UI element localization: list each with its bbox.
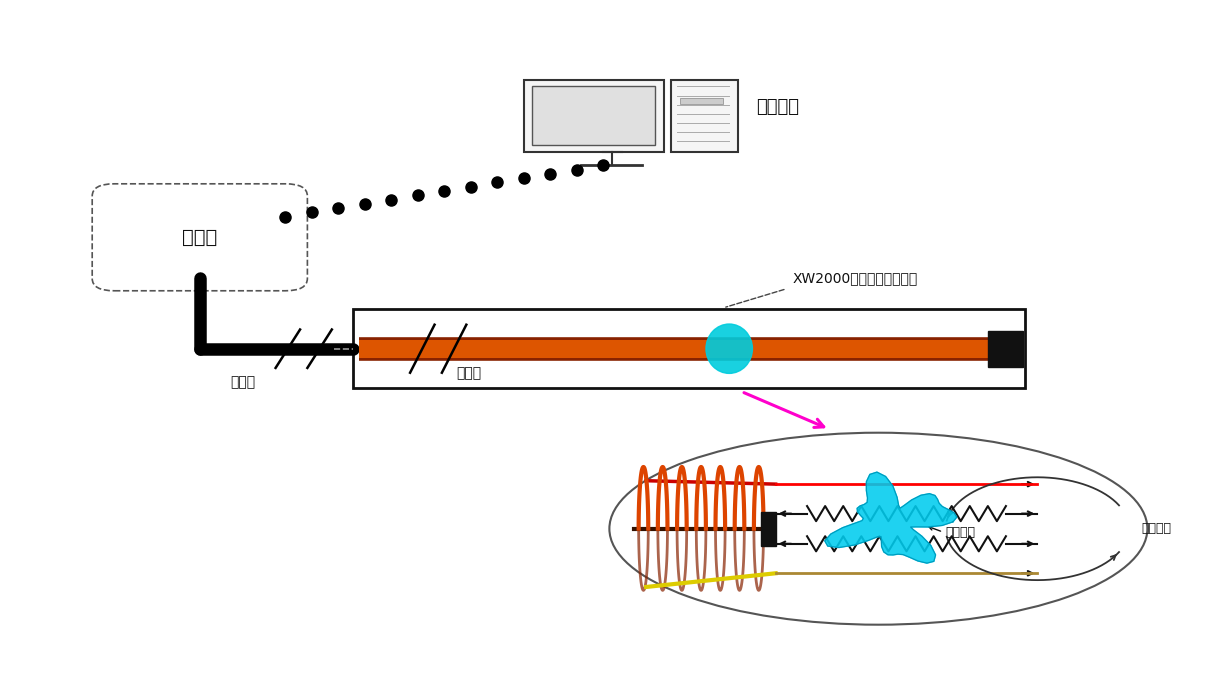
Bar bbox=[988, 331, 1023, 366]
Text: 控制器: 控制器 bbox=[182, 228, 218, 247]
FancyBboxPatch shape bbox=[92, 184, 308, 291]
FancyBboxPatch shape bbox=[352, 310, 1025, 388]
FancyBboxPatch shape bbox=[681, 98, 723, 103]
Text: 两个回路: 两个回路 bbox=[1141, 522, 1171, 535]
Bar bbox=[761, 511, 776, 546]
Text: 引出线: 引出线 bbox=[230, 375, 255, 389]
Text: 酸碱液体: 酸碱液体 bbox=[945, 525, 976, 539]
Text: 感应线: 感应线 bbox=[457, 366, 481, 380]
Text: XW2000感应线遇酸碱液体: XW2000感应线遇酸碱液体 bbox=[793, 271, 918, 285]
FancyBboxPatch shape bbox=[671, 80, 737, 151]
Ellipse shape bbox=[705, 324, 752, 373]
Text: 监控平台: 监控平台 bbox=[756, 98, 799, 116]
FancyBboxPatch shape bbox=[532, 87, 655, 145]
Polygon shape bbox=[825, 472, 956, 563]
FancyBboxPatch shape bbox=[524, 80, 665, 151]
